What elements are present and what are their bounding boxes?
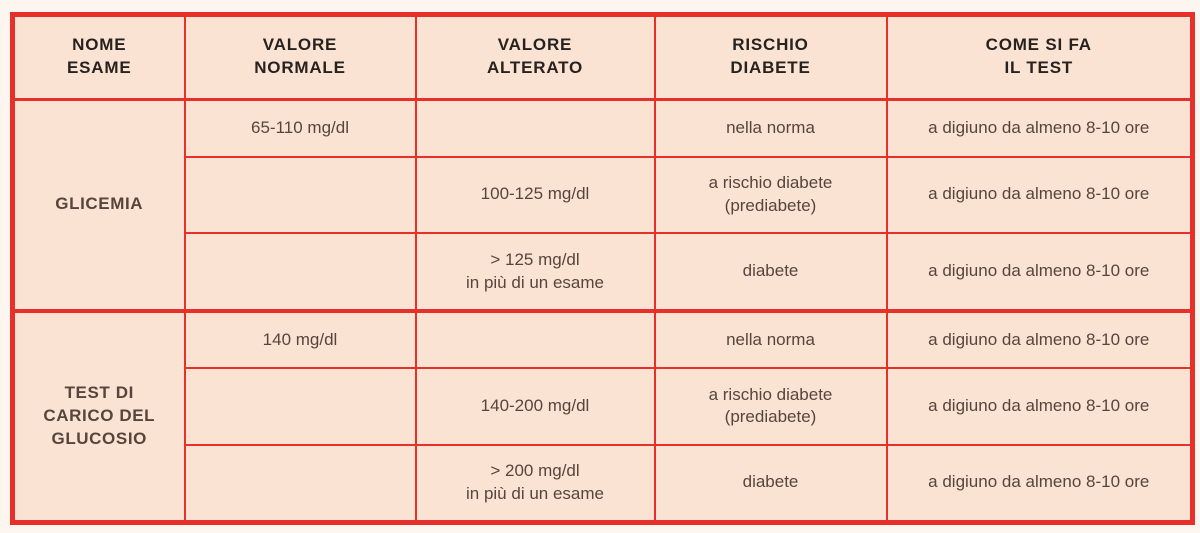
cell-rischio: a rischio diabete (prediabete) (653, 367, 888, 446)
cell-rischio: a rischio diabete (prediabete) (653, 155, 888, 235)
cell-rischio: diabete (653, 443, 888, 524)
cell-valore-normale: 140 mg/dl (183, 308, 417, 370)
header-come-si-fa: COME SI FA IL TEST (885, 13, 1194, 101)
cell-test: a digiuno da almeno 8-10 ore (885, 155, 1194, 235)
cell-test: a digiuno da almeno 8-10 ore (885, 308, 1194, 370)
cell-valore-normale (183, 367, 417, 446)
table-row-glicemia-diabete: > 125 mg/dl in più di un esame diabete a… (13, 232, 1194, 312)
cell-test: a digiuno da almeno 8-10 ore (885, 367, 1194, 446)
header-nome-esame: NOME ESAME (11, 13, 186, 101)
header-valore-alterato: VALORE ALTERATO (414, 13, 656, 101)
diabetes-table-container: NOME ESAME VALORE NORMALE VALORE ALTERAT… (10, 12, 1195, 525)
cell-rischio: nella norma (653, 98, 888, 158)
header-valore-normale: VALORE NORMALE (183, 13, 417, 101)
table-header-row: NOME ESAME VALORE NORMALE VALORE ALTERAT… (11, 13, 1194, 101)
table-row-glicemia-normale: GLICEMIA 65-110 mg/dl nella norma a digi… (11, 98, 1194, 312)
cell-test: a digiuno da almeno 8-10 ore (885, 232, 1194, 312)
cell-test: a digiuno da almeno 8-10 ore (885, 443, 1194, 524)
cell-exam-glicemia: GLICEMIA (11, 98, 186, 312)
table-row-carico-normale: TEST DI CARICO DEL GLUCOSIO 140 mg/dl ne… (11, 308, 1194, 524)
cell-exam-test-carico-glucosio: TEST DI CARICO DEL GLUCOSIO (11, 308, 186, 524)
cell-valore-alterato: > 125 mg/dl in più di un esame (414, 232, 656, 312)
cell-valore-alterato: > 200 mg/dl in più di un esame (414, 443, 656, 524)
cell-valore-alterato: 140-200 mg/dl (414, 367, 656, 446)
cell-rischio: nella norma (653, 308, 888, 370)
cell-test: a digiuno da almeno 8-10 ore (885, 98, 1194, 158)
cell-valore-alterato (414, 308, 656, 370)
table-row-glicemia-prediabete: 100-125 mg/dl a rischio diabete (prediab… (13, 155, 1194, 235)
cell-valore-normale: 65-110 mg/dl (183, 98, 417, 158)
cell-valore-normale (183, 443, 417, 524)
cell-valore-alterato (414, 98, 656, 158)
table-row-carico-prediabete: 140-200 mg/dl a rischio diabete (prediab… (13, 367, 1194, 446)
cell-valore-normale (183, 232, 417, 312)
cell-valore-alterato: 100-125 mg/dl (414, 155, 656, 235)
table-row-carico-diabete: > 200 mg/dl in più di un esame diabete a… (13, 443, 1194, 524)
header-rischio-diabete: RISCHIO DIABETE (653, 13, 888, 101)
diabetes-table: NOME ESAME VALORE NORMALE VALORE ALTERAT… (10, 12, 1195, 525)
cell-rischio: diabete (653, 232, 888, 312)
cell-valore-normale (183, 155, 417, 235)
